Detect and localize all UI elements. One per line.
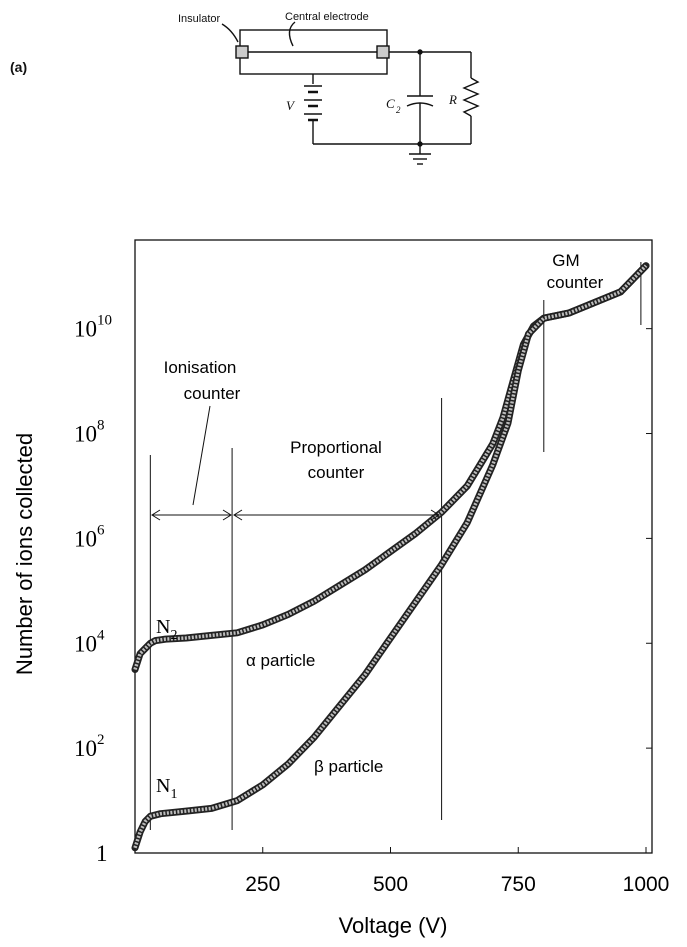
series-line-alpha (133, 264, 648, 671)
x-tick-label: 750 (501, 873, 536, 896)
y-tick-label: 102 (74, 732, 105, 761)
panel-label: (a) (10, 59, 27, 75)
y-axis-ticks: 1 102 104 106 108 1010 (74, 313, 652, 866)
n2-label: N2 (156, 616, 177, 643)
proportional-label-line2: counter (308, 463, 365, 482)
y-tick-label: 1010 (74, 313, 112, 342)
series-group (131, 262, 650, 852)
series-line-beta-outline (131, 262, 650, 852)
y-axis-title: Number of ions collected (12, 433, 37, 675)
circuit-diagram: (a) Insulator Central electrode V C 2 R (10, 11, 480, 165)
series-line-beta (133, 264, 648, 849)
x-tick-label: 1000 (623, 873, 670, 896)
capacitor-subscript: 2 (396, 105, 401, 115)
beta-particle-label: β particle (314, 757, 383, 776)
y-tick-label: 1 (96, 841, 108, 866)
insulator-right (376, 45, 390, 59)
gm-label-line1: GM (552, 251, 579, 270)
alpha-particle-label: α particle (246, 651, 315, 670)
proportional-label-line1: Proportional (290, 438, 382, 457)
y-tick-label: 106 (74, 522, 105, 551)
x-tick-label: 250 (245, 873, 280, 896)
insulator-left (235, 45, 249, 59)
ionisation-label-line2: counter (184, 384, 241, 403)
ground-symbol (409, 153, 431, 165)
insulator-pointer (221, 23, 239, 43)
voltage-label: V (286, 98, 296, 113)
plot-frame (134, 239, 653, 854)
x-tick-label: 500 (373, 873, 408, 896)
y-tick-label: 108 (74, 418, 105, 447)
electrode-pointer (288, 21, 296, 47)
proportional-span-arrow (233, 509, 440, 521)
resistor-label: R (448, 92, 457, 107)
capacitor-label: C (386, 96, 395, 111)
electrode-label: Central electrode (285, 11, 369, 23)
y-tick-label: 104 (74, 627, 105, 656)
ionisation-span-arrow (151, 509, 232, 521)
series-line-alpha-outline (131, 262, 650, 673)
ionisation-label-line1: Ionisation (164, 358, 237, 377)
ionisation-pointer (192, 405, 211, 506)
n1-label: N1 (156, 775, 177, 802)
gm-label-line2: counter (547, 273, 604, 292)
resistor (462, 77, 480, 117)
x-axis-ticks: 250 500 750 1000 (245, 847, 669, 896)
insulator-label: Insulator (178, 13, 221, 25)
x-axis-title: Voltage (V) (339, 913, 448, 938)
chart: 250 500 750 1000 1 102 104 106 108 1010 Ionisati… (12, 239, 669, 938)
